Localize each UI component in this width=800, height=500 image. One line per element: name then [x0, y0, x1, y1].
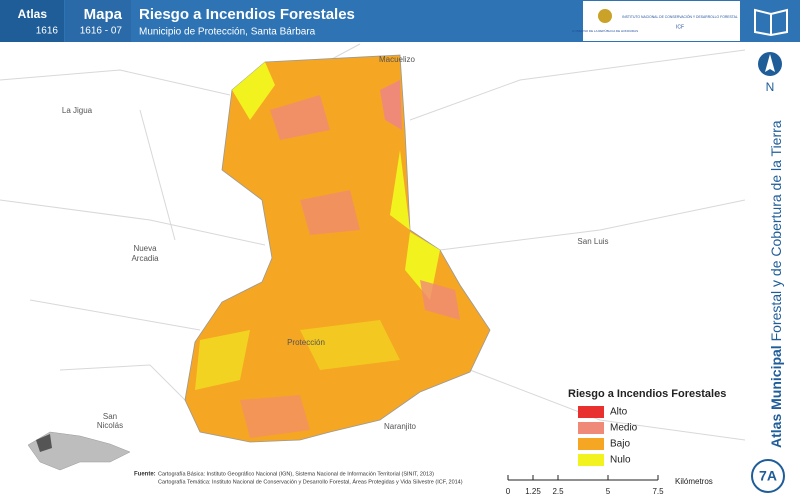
source-label: Fuente: [134, 472, 156, 478]
risk-patches [195, 62, 460, 438]
scale-label: 1.25 [525, 487, 541, 496]
legend-swatch [578, 422, 604, 434]
scale-unit: Kilómetros [675, 477, 713, 486]
place-labels: Macuelizo La Jigua Nueva Arcadia San Lui… [62, 55, 609, 431]
scale-label: 7.5 [652, 487, 664, 496]
scale-bar: Kilómetros 0 1.25 2.5 5 7.5 [506, 475, 713, 496]
place-label: San [103, 412, 117, 421]
place-label: Nueva [133, 244, 157, 253]
roads [0, 43, 746, 441]
logo-right: INSTITUTO NACIONAL DE CONSERVACIÓN Y DES… [622, 14, 738, 19]
source-line: Cartografía Básica: Instituto Geográfico… [158, 471, 434, 477]
scale-label: 2.5 [552, 487, 564, 496]
place-label: Protección [287, 338, 325, 347]
logo-right-sub: ICF [676, 24, 684, 30]
legend-swatch [578, 406, 604, 418]
north-label: N [766, 80, 775, 94]
place-label: Nicolás [97, 421, 123, 430]
legend: Riesgo a Incendios Forestales Alto Medio B… [568, 388, 726, 466]
legend-label: Medio [610, 423, 638, 434]
badge-circle [751, 459, 785, 493]
legend-label: Nulo [610, 455, 631, 466]
legend-swatch [578, 438, 604, 450]
scale-label: 5 [606, 487, 611, 496]
place-label: Macuelizo [379, 55, 416, 64]
place-label: San Luis [577, 237, 608, 246]
atlas-label: Atlas [18, 7, 48, 21]
place-label: Arcadia [131, 254, 159, 263]
legend-label: Alto [610, 407, 628, 418]
legend-title: Riesgo a Incendios Forestales [568, 388, 726, 400]
north-arrow [765, 54, 775, 72]
logo-left: GOBIERNO DE LA REPÚBLICA DE HONDURAS [572, 28, 638, 33]
side-rest: Forestal y de Cobertura de la Tierra [768, 120, 784, 341]
atlas-box [0, 0, 64, 42]
book-icon [754, 8, 788, 37]
municipality [184, 54, 491, 443]
title: Riesgo a Incendios Forestales [139, 6, 355, 23]
inset-map [27, 431, 131, 471]
place-label: Naranjito [384, 422, 417, 431]
map-label: Mapa [84, 6, 123, 23]
side-bold: Atlas Municipal [768, 345, 784, 448]
legend-swatch [578, 454, 604, 466]
scale-label: 0 [506, 487, 511, 496]
place-label: La Jigua [62, 106, 93, 115]
map-code: 1616 - 07 [80, 26, 123, 37]
badge: 7A [759, 468, 777, 484]
legend-label: Bajo [610, 439, 630, 450]
atlas-code: 1616 [36, 26, 59, 37]
emblem [598, 9, 612, 23]
side-title: Atlas Municipal Forestal y de Cobertura … [768, 120, 784, 448]
subtitle: Municipio de Protección, Santa Bárbara [139, 27, 316, 38]
map-box [65, 0, 131, 42]
source-line: Cartografía Temática: Instituto Nacional… [158, 478, 463, 485]
